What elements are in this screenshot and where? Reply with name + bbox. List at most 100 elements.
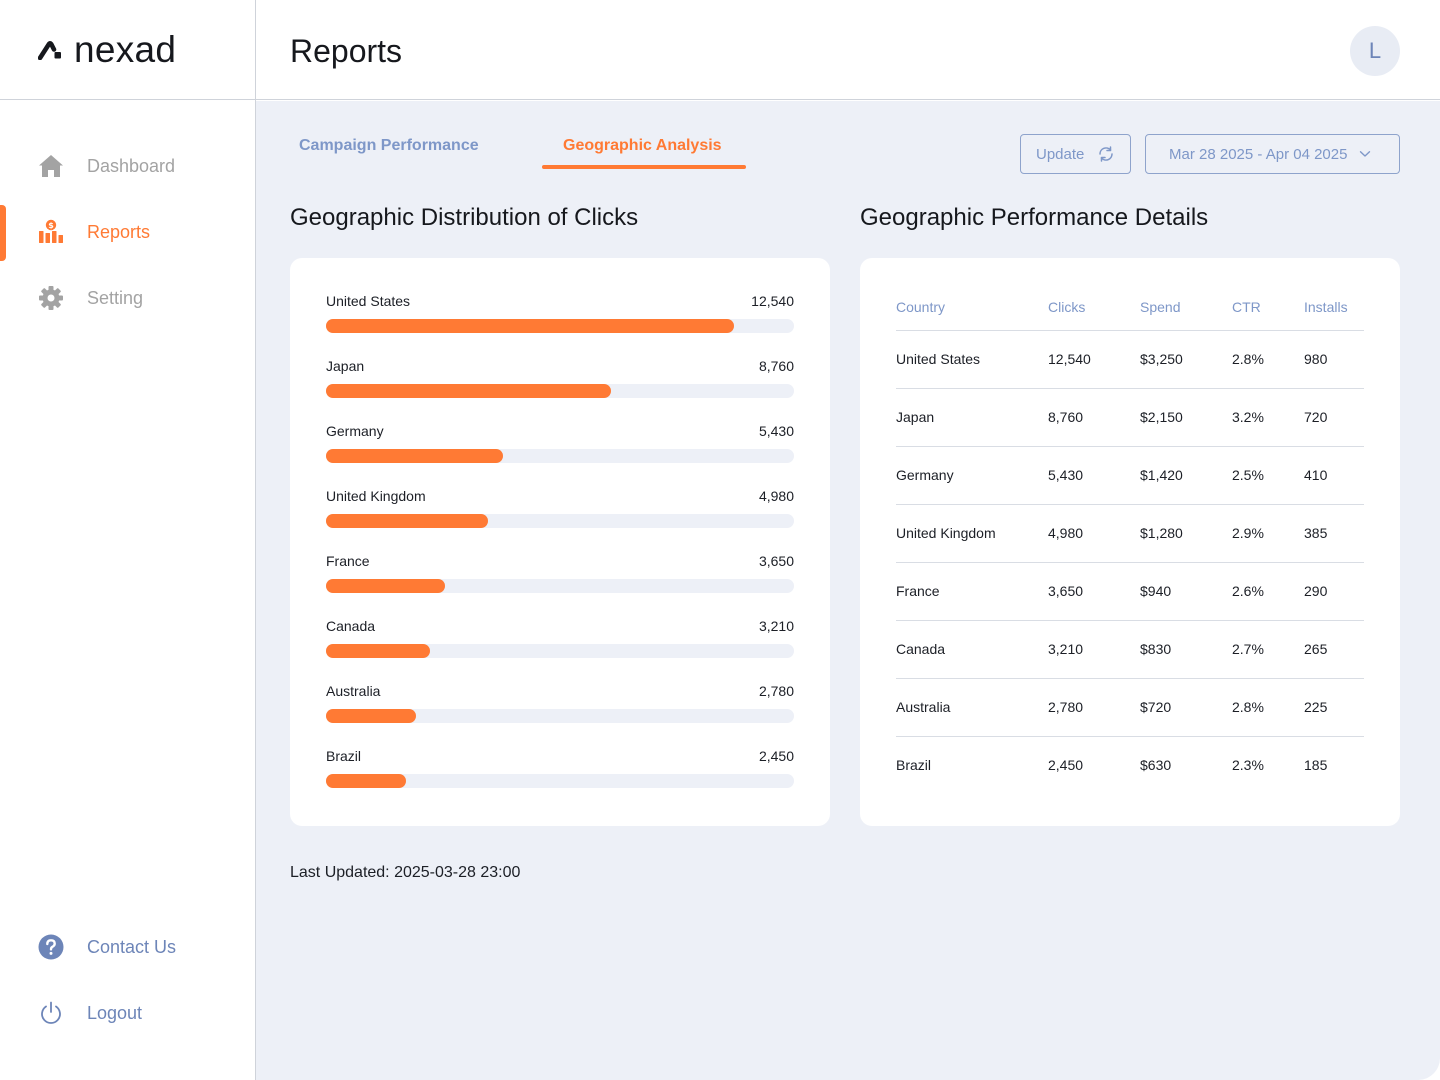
- sidebar-item-label: Reports: [87, 221, 151, 242]
- power-icon: [38, 1000, 64, 1026]
- performance-table: Country Clicks Spend CTR Installs United…: [896, 286, 1364, 794]
- bar: [326, 449, 503, 463]
- bar-track: [326, 709, 794, 723]
- content-area: Campaign Performance Geographic Analysis…: [256, 101, 1440, 1080]
- bar: [326, 579, 445, 593]
- table-row: Canada 3,210 $830 2.7% 265: [896, 620, 1364, 679]
- cell-installs: 185: [1304, 757, 1328, 774]
- cell-country: United Kingdom: [896, 504, 1048, 563]
- cell-clicks: 2,780: [1048, 678, 1140, 737]
- sidebar-item-reports[interactable]: $ Reports: [0, 200, 255, 264]
- bar-value-label: 2,450: [758, 748, 794, 764]
- bar-value-label: 3,210: [758, 618, 794, 634]
- cell-ctr: 2.6%: [1232, 562, 1304, 621]
- column-header-ctr[interactable]: CTR: [1232, 286, 1304, 331]
- table-row: Australia 2,780 $720 2.8% 225: [896, 678, 1364, 737]
- bar-category-label: Brazil: [326, 748, 362, 764]
- cell-clicks: 8,760: [1048, 388, 1140, 447]
- table-row: France 3,650 $940 2.6% 290: [896, 562, 1364, 621]
- chart-section-title: Geographic Distribution of Clicks: [290, 204, 639, 231]
- cell-country: Brazil: [896, 757, 932, 774]
- cell-installs: 265: [1304, 620, 1364, 679]
- bar-track: [326, 319, 794, 333]
- cell-spend: $1,420: [1140, 446, 1232, 505]
- cell-installs: 720: [1304, 388, 1364, 447]
- bar-category-label: United Kingdom: [326, 488, 426, 504]
- update-button-label: Update: [1036, 145, 1085, 163]
- bar: [326, 644, 431, 658]
- cell-ctr: 2.5%: [1232, 446, 1304, 505]
- main-area: Reports L Campaign Performance Geographi…: [256, 0, 1440, 1080]
- cell-installs: 225: [1304, 678, 1364, 737]
- bar-track: [326, 579, 794, 593]
- bar-track: [326, 644, 794, 658]
- bar: [326, 384, 611, 398]
- column-header-installs[interactable]: Installs: [1304, 286, 1364, 331]
- sidebar-item-contact-us[interactable]: Contact Us: [0, 915, 255, 979]
- bar-value-label: 8,760: [758, 358, 794, 374]
- cell-installs: 980: [1304, 330, 1364, 389]
- brand-name: nexad: [74, 28, 177, 70]
- cell-ctr: 3.2%: [1232, 388, 1304, 447]
- sidebar-item-label: Logout: [87, 1002, 143, 1023]
- bar-row: Brazil 2,450: [326, 748, 794, 792]
- sidebar-nav: Dashboard $ Reports: [0, 100, 255, 330]
- cell-clicks: 5,430: [1048, 446, 1140, 505]
- sidebar-item-label: Contact Us: [87, 936, 177, 957]
- cell-installs: 385: [1304, 504, 1364, 563]
- bar-value-label: 12,540: [751, 293, 794, 309]
- cell-spend: $2,150: [1140, 388, 1232, 447]
- cell-spend: $3,250: [1140, 330, 1232, 389]
- bar-row: Canada 3,210: [326, 618, 794, 662]
- column-header-country[interactable]: Country: [896, 286, 1048, 331]
- sidebar-item-dashboard[interactable]: Dashboard: [0, 134, 255, 198]
- sidebar-item-setting[interactable]: Setting: [0, 266, 255, 330]
- column-header-clicks[interactable]: Clicks: [1048, 286, 1140, 331]
- bar-track: [326, 449, 794, 463]
- table-section-title: Geographic Performance Details: [860, 204, 1209, 231]
- bar-category-label: United States: [326, 293, 411, 309]
- bar-row: Australia 2,780: [326, 683, 794, 727]
- bar-value-label: 2,780: [758, 683, 794, 699]
- svg-text:$: $: [48, 221, 54, 230]
- bar-track: [326, 774, 794, 788]
- update-button[interactable]: Update: [1020, 134, 1131, 174]
- bar-row: France 3,650: [326, 553, 794, 597]
- bar-track: [326, 384, 794, 398]
- bar-row: United States 12,540: [326, 293, 794, 337]
- cell-clicks: 3,210: [1048, 620, 1140, 679]
- bar: [326, 709, 417, 723]
- cell-installs: 410: [1304, 446, 1364, 505]
- bar-value-label: 3,650: [758, 553, 794, 569]
- table-header-row: Country Clicks Spend CTR Installs: [896, 286, 1364, 331]
- sidebar-item-label: Dashboard: [87, 155, 176, 176]
- cell-spend: $630: [1140, 757, 1172, 774]
- cell-spend: $830: [1140, 620, 1232, 679]
- tab-geographic-analysis[interactable]: Geographic Analysis: [563, 137, 722, 154]
- gear-icon: [38, 285, 64, 311]
- bar: [326, 774, 406, 788]
- reports-icon: $: [38, 219, 64, 245]
- chevron-down-icon: [1359, 150, 1371, 158]
- bar-value-label: 4,980: [758, 488, 794, 504]
- table-row: United Kingdom 4,980 $1,280 2.9% 385: [896, 504, 1364, 563]
- active-indicator: [0, 205, 6, 261]
- table-row: Germany 5,430 $1,420 2.5% 410: [896, 446, 1364, 505]
- table-row: Brazil 2,450 $630 2.3% 185: [896, 736, 1364, 794]
- cell-clicks: 4,980: [1048, 504, 1140, 563]
- avatar[interactable]: L: [1350, 26, 1400, 76]
- bar-category-label: Germany: [326, 423, 384, 439]
- cell-country: Japan: [896, 388, 1048, 447]
- bar-category-label: Canada: [326, 618, 376, 634]
- bar-category-label: France: [326, 553, 370, 569]
- column-header-spend[interactable]: Spend: [1140, 286, 1232, 331]
- brand-logo[interactable]: nexad: [0, 0, 255, 100]
- table-row: United States 12,540 $3,250 2.8% 980: [896, 330, 1364, 389]
- tab-campaign-performance[interactable]: Campaign Performance: [299, 137, 479, 154]
- cell-ctr: 2.3%: [1232, 757, 1264, 774]
- table-row: Japan 8,760 $2,150 3.2% 720: [896, 388, 1364, 447]
- date-range-picker[interactable]: Mar 28 2025 - Apr 04 2025: [1145, 134, 1400, 174]
- cell-country: Australia: [896, 678, 1048, 737]
- bar-category-label: Australia: [326, 683, 381, 699]
- sidebar-item-logout[interactable]: Logout: [0, 981, 255, 1045]
